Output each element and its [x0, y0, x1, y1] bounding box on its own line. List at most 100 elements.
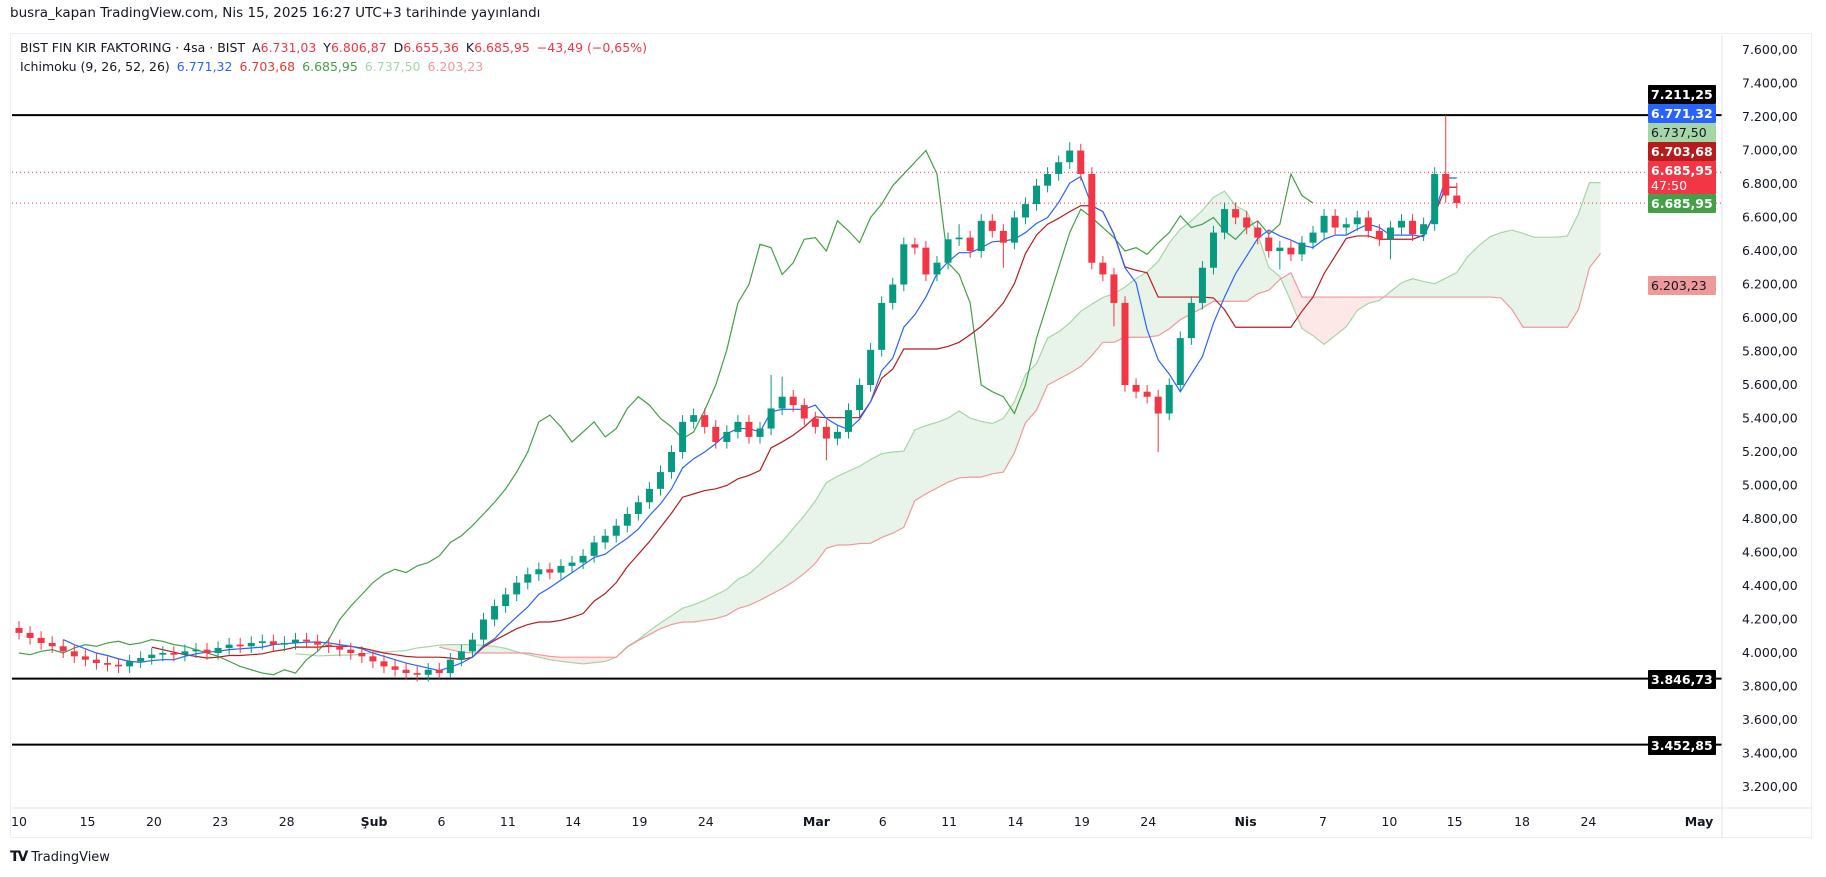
candle-bullish	[933, 262, 941, 275]
indicator-title[interactable]: Ichimoku (9, 26, 52, 26)	[20, 59, 170, 74]
time-tick-label: 28	[279, 814, 295, 829]
candle-bullish	[856, 385, 864, 411]
cloud-bullish-segment	[948, 410, 960, 483]
symbol-title[interactable]: BIST FIN KIR FAKTORING · 4sa · BIST	[20, 40, 246, 55]
candle-bullish	[590, 542, 598, 556]
cloud-bullish-segment	[1489, 232, 1502, 298]
cloud-bullish-segment	[715, 589, 727, 619]
lagging-value: 6.685,95	[302, 59, 358, 74]
candle-bearish	[1409, 220, 1417, 235]
price-label-last: 6.685,95 47:50	[1648, 161, 1716, 194]
kijun-sen-line	[151, 186, 1457, 661]
tenkan-value: 6.771,32	[176, 59, 233, 74]
candle-bullish	[656, 472, 664, 489]
time-tick-label: 11	[941, 814, 957, 829]
senkou-span-b-line	[439, 253, 1602, 658]
span-a-value: 6.737,50	[364, 59, 421, 74]
candle-bullish	[944, 239, 952, 263]
cloud-bullish-segment	[1423, 281, 1435, 298]
candle-bullish	[645, 488, 653, 503]
candle-bearish	[103, 663, 111, 665]
cloud-bullish-segment	[1467, 245, 1479, 298]
price-tick-label: 6.400,00	[1742, 243, 1798, 258]
candle-bearish	[800, 405, 808, 419]
candle-bearish	[1254, 227, 1262, 238]
candle-bearish	[1243, 217, 1251, 228]
candle-bearish	[325, 644, 333, 647]
price-tick-label: 5.200,00	[1742, 444, 1798, 459]
cloud-bullish-segment	[848, 466, 860, 545]
candle-bullish	[900, 244, 908, 285]
cloud-bullish-segment	[815, 482, 827, 564]
candle-bearish	[1331, 215, 1339, 228]
candle-bullish	[137, 658, 145, 662]
price-tick-label: 6.000,00	[1742, 310, 1798, 325]
candle-bullish	[1066, 150, 1074, 163]
cloud-bullish-segment	[826, 476, 838, 549]
candle-bearish	[435, 669, 443, 674]
price-tick-label: 5.600,00	[1742, 377, 1798, 392]
candle-bearish	[1453, 195, 1461, 204]
cloud-bullish-segment	[1069, 311, 1081, 374]
candle-bullish	[1010, 217, 1018, 243]
candle-bullish	[889, 284, 897, 303]
candle-bullish	[601, 535, 609, 543]
candle-bullish	[292, 639, 299, 643]
tradingview-logo-icon[interactable]: TV	[10, 849, 28, 865]
price-tick-label: 6.800,00	[1742, 176, 1798, 191]
candle-bullish	[1165, 385, 1173, 414]
candle-bullish	[634, 502, 642, 514]
price-tick-label: 6.200,00	[1742, 277, 1798, 292]
candle-bullish	[955, 237, 963, 240]
candle-bullish	[878, 302, 886, 350]
indicator-legend-row: Ichimoku (9, 26, 52, 26) 6.771,32 6.703,68…	[20, 57, 654, 76]
candle-bullish	[1298, 242, 1306, 255]
candle-bearish	[1232, 209, 1240, 218]
cloud-bullish-segment	[1523, 233, 1535, 328]
candle-bearish	[15, 627, 23, 633]
candle-bearish	[92, 659, 100, 664]
candle-bullish	[1386, 227, 1394, 240]
span-b-value: 6.203,23	[427, 59, 484, 74]
time-tick-label: 24	[1580, 814, 1596, 829]
candle-bearish	[170, 653, 178, 655]
candle-bearish	[822, 426, 830, 439]
cloud-bullish-segment	[1478, 236, 1490, 298]
candle-bullish	[1420, 224, 1428, 235]
price-label-line-bottom: 3.452,85	[1648, 735, 1716, 755]
candle-bearish	[115, 664, 123, 667]
candle-bullish	[126, 661, 134, 667]
price-tick-label: 4.400,00	[1742, 578, 1798, 593]
time-tick-label: 10	[11, 814, 27, 829]
candle-bullish	[159, 653, 167, 655]
candle-bearish	[1121, 302, 1129, 385]
symbol-legend-row: BIST FIN KIR FAKTORING · 4sa · BIST A6.73…	[20, 38, 654, 57]
candle-bullish	[446, 659, 454, 674]
cloud-bullish-segment	[793, 515, 805, 582]
cloud-bullish-segment	[1534, 237, 1546, 328]
cloud-bullish-segment	[1036, 338, 1048, 411]
candle-bearish	[1154, 396, 1162, 414]
cloud-bullish-segment	[1545, 237, 1557, 328]
candle-bearish	[922, 247, 930, 275]
cloud-bullish-segment	[970, 418, 982, 478]
candle-bearish	[1265, 237, 1273, 251]
cloud-bullish-segment	[903, 429, 915, 528]
time-tick-label: 14	[565, 814, 581, 829]
change-value: −43,49 (−0,65%)	[536, 40, 647, 55]
price-tick-label: 7.400,00	[1742, 76, 1798, 91]
footer-brand[interactable]: TradingView	[31, 849, 110, 865]
price-tick-label: 4.200,00	[1742, 612, 1798, 627]
cloud-bullish-segment	[1169, 229, 1181, 329]
candle-bullish	[1221, 209, 1229, 233]
candle-bullish	[1431, 173, 1439, 225]
candle-bullish	[679, 421, 687, 452]
time-tick-label: 20	[146, 814, 162, 829]
cloud-bullish-segment	[837, 471, 849, 545]
cloud-bullish-segment	[1589, 182, 1601, 268]
price-tick-label: 6.600,00	[1742, 210, 1798, 225]
candle-bearish	[712, 426, 720, 442]
candle-bearish	[811, 418, 819, 427]
candle-bullish	[579, 555, 587, 563]
